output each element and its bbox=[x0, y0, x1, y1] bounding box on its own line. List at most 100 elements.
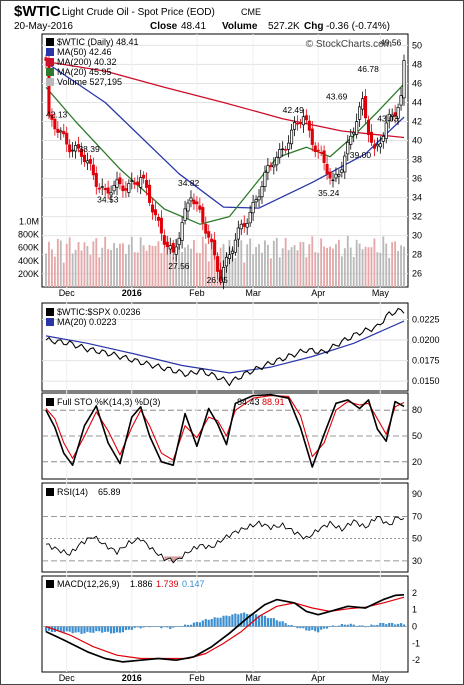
price-tick-label: 32 bbox=[412, 212, 422, 222]
macd-histogram-bar bbox=[201, 620, 204, 627]
macd-histogram-bar bbox=[399, 623, 403, 627]
price-tick-label: 36 bbox=[412, 174, 422, 184]
candle-body bbox=[322, 150, 326, 163]
volume-bar bbox=[349, 247, 352, 287]
price-annotation: 34.53 bbox=[97, 195, 119, 205]
header-close-value: 48.41 bbox=[181, 21, 206, 32]
candle-body bbox=[227, 254, 231, 259]
volume-bar bbox=[284, 238, 287, 287]
macd-histogram-bar bbox=[334, 626, 338, 627]
candle-body bbox=[121, 185, 125, 192]
volume-bar bbox=[258, 244, 260, 287]
volume-bar bbox=[246, 244, 249, 287]
candle-body bbox=[381, 135, 385, 142]
price-annotation: 43.03 bbox=[377, 114, 399, 124]
ma50-line bbox=[45, 61, 405, 209]
price-tick-label: 40 bbox=[412, 136, 422, 146]
macd-histogram-bar bbox=[325, 626, 329, 629]
candle-body bbox=[358, 106, 362, 120]
legend-volume: Volume 527,195 bbox=[57, 77, 122, 87]
volume-bar bbox=[51, 249, 53, 287]
volume-tick-label: 400K bbox=[18, 256, 39, 266]
legend-rsi-title: RSI(14) bbox=[57, 487, 88, 497]
price-legend: $WTIC (Daily) 48.41 MA(50) 42.46 MA(200)… bbox=[46, 37, 139, 87]
macd-histogram-bar bbox=[112, 626, 116, 634]
legend-swatch-volume bbox=[46, 78, 54, 86]
macd-histogram-bar bbox=[186, 624, 190, 627]
macd-histogram-bar bbox=[296, 626, 299, 629]
price-tick-label: 34 bbox=[412, 193, 422, 203]
volume-bar bbox=[65, 243, 68, 287]
macd-histogram-bar bbox=[228, 616, 231, 627]
candle-body bbox=[109, 192, 113, 196]
volume-bar bbox=[201, 236, 204, 287]
volume-bar bbox=[266, 244, 269, 287]
candle-body bbox=[74, 145, 78, 152]
x-axis-label-top: 2016 bbox=[122, 288, 142, 298]
macd-histogram-bar bbox=[198, 622, 201, 627]
volume-bar bbox=[136, 252, 139, 287]
macd-histogram-bar bbox=[340, 624, 343, 627]
candle-body bbox=[127, 183, 131, 193]
candle-body bbox=[275, 157, 279, 166]
macd-histogram-bar bbox=[169, 626, 172, 630]
volume-bar bbox=[361, 249, 364, 287]
volume-bar bbox=[169, 247, 172, 287]
macd-histogram-bar bbox=[367, 626, 370, 627]
legend-histogram-value: 0.147 bbox=[182, 579, 205, 589]
header-volume-label: Volume bbox=[222, 21, 258, 32]
macd-histogram-bar bbox=[172, 626, 175, 628]
macd-histogram-bar bbox=[136, 626, 139, 628]
candle-body bbox=[292, 122, 297, 130]
x-axis-label-top: Feb bbox=[189, 288, 205, 298]
candle-body bbox=[251, 201, 255, 214]
ratio-panel-frame bbox=[41, 302, 409, 392]
candle-body bbox=[224, 256, 229, 267]
ratio-line bbox=[45, 307, 405, 387]
volume-bars bbox=[44, 235, 406, 634]
volume-bar bbox=[71, 253, 74, 287]
macd-histogram-bar bbox=[207, 619, 210, 627]
volume-bar bbox=[299, 241, 302, 287]
macd-histogram-bar bbox=[394, 624, 397, 627]
price-tick-label: 44 bbox=[412, 97, 422, 107]
candle-body bbox=[162, 235, 166, 245]
legend-ratio: $WTIC:$SPX 0.0236 bbox=[57, 307, 141, 317]
header-date: 20-May-2016 bbox=[14, 21, 73, 32]
stochastic-tick-label: 50 bbox=[412, 431, 422, 441]
price-annotation: 26.05 bbox=[207, 275, 229, 285]
candle-body bbox=[53, 118, 57, 130]
volume-bar bbox=[122, 243, 124, 287]
candle-body bbox=[186, 202, 190, 212]
candle-body bbox=[124, 188, 128, 191]
volume-bar bbox=[56, 238, 59, 287]
candle-body bbox=[68, 144, 72, 153]
macd-histogram-bar bbox=[71, 626, 74, 634]
volume-bar bbox=[166, 236, 169, 287]
volume-bar bbox=[264, 240, 266, 287]
ratio-tick-label: 0.0225 bbox=[412, 314, 440, 324]
candle-body bbox=[156, 216, 160, 221]
macd-histogram-bar bbox=[352, 624, 355, 627]
candle-body bbox=[316, 149, 320, 152]
candle-body bbox=[85, 160, 89, 164]
rsi-panel-frame bbox=[41, 482, 409, 573]
volume-bar bbox=[198, 253, 201, 287]
volume-bar bbox=[326, 247, 328, 287]
volume-bar bbox=[160, 253, 163, 287]
candle-body bbox=[106, 187, 110, 194]
ma200-line bbox=[45, 60, 405, 139]
candle-body bbox=[340, 169, 344, 173]
volume-tick-label: 800K bbox=[18, 230, 39, 240]
volume-bar bbox=[74, 249, 77, 287]
macd-histogram-bar bbox=[311, 626, 314, 630]
candle-body bbox=[94, 173, 98, 187]
candle-body bbox=[198, 205, 202, 210]
macd-signal-line bbox=[45, 596, 405, 660]
macd-histogram-bar bbox=[305, 626, 308, 631]
macd-histogram-bar bbox=[65, 626, 68, 632]
candle-body bbox=[82, 154, 87, 162]
macd-histogram-bar bbox=[252, 613, 255, 627]
candle-body bbox=[153, 209, 158, 216]
